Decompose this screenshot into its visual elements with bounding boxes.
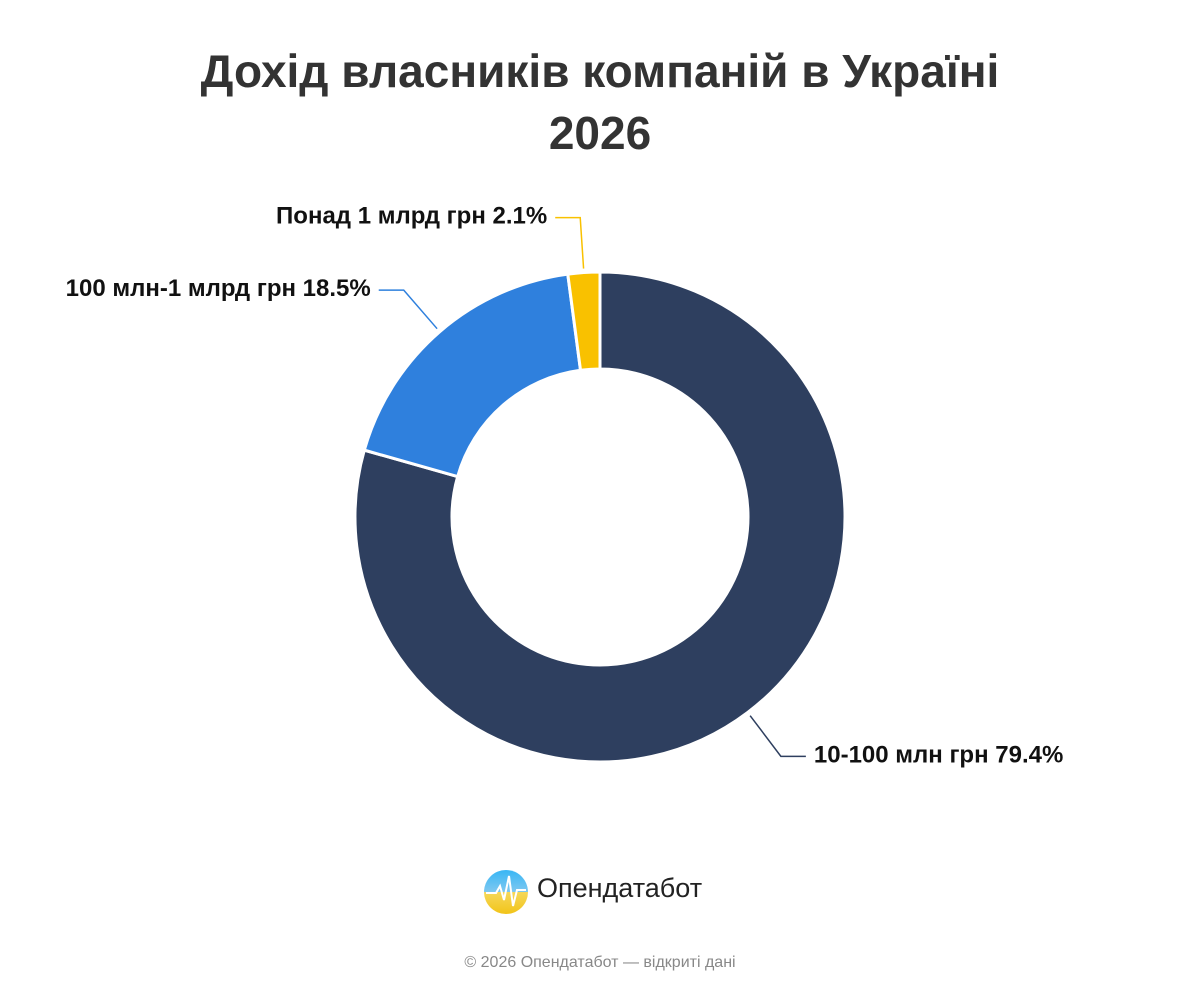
slice-label: Понад 1 млрд грн 2.1% (276, 203, 547, 230)
donut-slice (566, 270, 602, 372)
copyright: © 2026 Опендатабот — відкриті дані (464, 954, 736, 971)
slice-value: 2.1% (493, 203, 548, 230)
leader-line (555, 216, 585, 269)
brand-name: Опендатабот (537, 873, 703, 903)
slice-category: 10-100 млн грн (814, 742, 989, 769)
slice-category: Понад 1 млрд грн (276, 203, 486, 230)
logo (484, 870, 528, 914)
slice-label: 100 млн-1 млрд грн 18.5% (66, 275, 371, 302)
leader-line (378, 289, 438, 330)
donut-slice (353, 270, 847, 764)
slice-category: 100 млн-1 млрд грн (66, 275, 296, 302)
chart-title: Дохід власників компаній в Україні 2026 (200, 45, 1000, 159)
donut-slice (362, 272, 583, 479)
slice-value: 79.4% (995, 742, 1063, 769)
slice-value: 18.5% (303, 275, 371, 302)
slice-label: 10-100 млн грн 79.4% (814, 742, 1063, 769)
leader-line (749, 715, 806, 758)
